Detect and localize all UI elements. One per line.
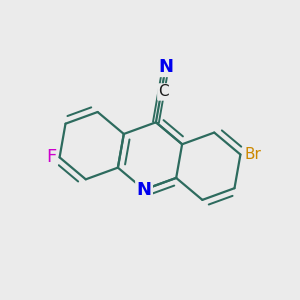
Text: Br: Br (244, 147, 261, 162)
Text: C: C (158, 85, 169, 100)
Text: N: N (158, 58, 173, 76)
Text: F: F (46, 148, 56, 166)
Text: N: N (136, 181, 152, 199)
